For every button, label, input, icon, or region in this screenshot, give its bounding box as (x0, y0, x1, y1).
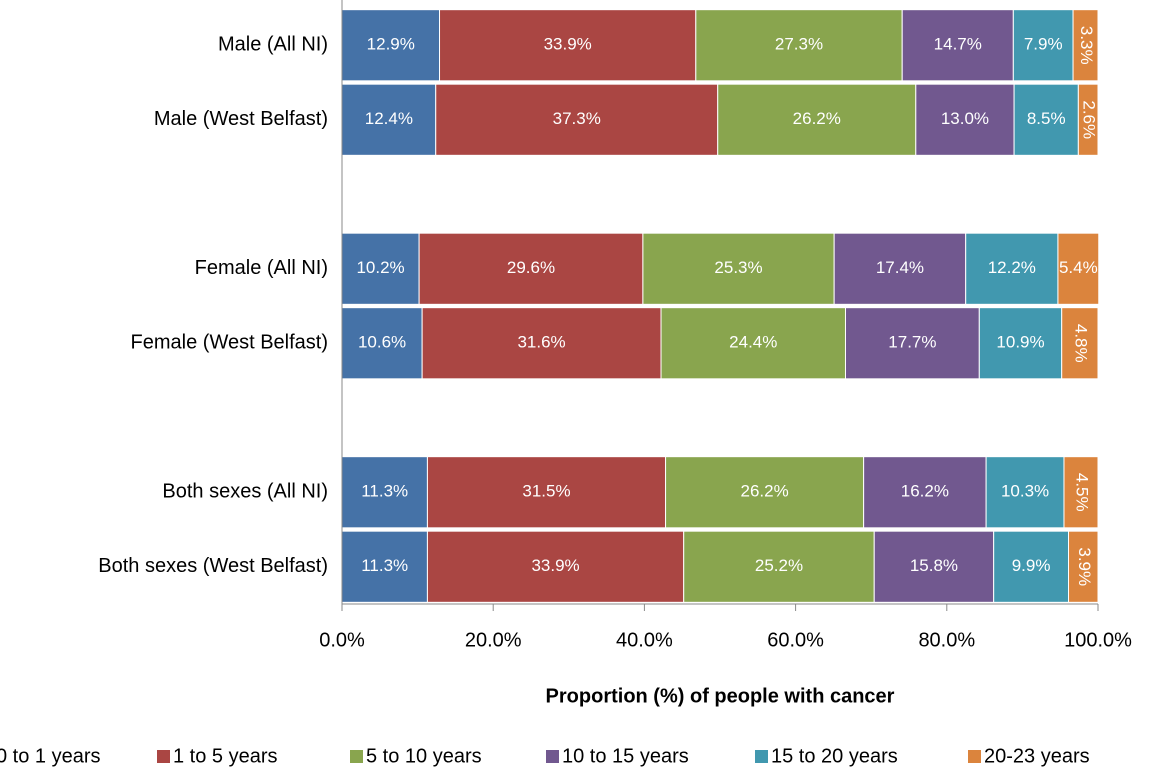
x-axis-title: Proportion (%) of people with cancer (546, 685, 895, 707)
data-label: 25.3% (714, 258, 762, 277)
legend-swatch (755, 750, 768, 763)
bar-segment (341, 232, 420, 305)
bar-segment (695, 9, 903, 82)
y-tick-label: Male (West Belfast) (154, 108, 328, 130)
bar-segment (1068, 530, 1099, 603)
bar-segment (873, 530, 995, 603)
bar-segment (833, 232, 967, 305)
data-label: 37.3% (553, 109, 601, 128)
bar-segment (642, 232, 835, 305)
y-tick-label: Both sexes (West Belfast) (98, 555, 328, 577)
bar-segment (1057, 232, 1100, 305)
data-label: 17.4% (876, 258, 924, 277)
data-label: 7.9% (1024, 35, 1063, 54)
bar-segment (341, 530, 428, 603)
data-label: 3.3% (1077, 26, 1096, 65)
data-label: 26.2% (793, 109, 841, 128)
data-label: 15.8% (910, 556, 958, 575)
data-label: 12.2% (988, 258, 1036, 277)
data-label: 33.9% (531, 556, 579, 575)
data-label: 3.9% (1075, 547, 1094, 586)
data-label: 12.9% (367, 35, 415, 54)
bar-segment (421, 307, 662, 380)
data-label: 14.7% (934, 35, 982, 54)
data-label: 9.9% (1012, 556, 1051, 575)
data-label: 27.3% (775, 35, 823, 54)
data-label: 13.0% (941, 109, 989, 128)
data-label: 11.3% (361, 482, 408, 501)
y-tick-label: Female (All NI) (195, 257, 328, 279)
bar-segment (1012, 9, 1074, 82)
bar-segment (1063, 456, 1099, 529)
bar-segment (426, 456, 667, 529)
data-label: 29.6% (507, 258, 555, 277)
bar-segment (660, 307, 846, 380)
x-tick-label: 0.0% (319, 629, 365, 651)
legend-label: 1 to 5 years (173, 745, 278, 767)
data-label: 12.4% (365, 109, 413, 128)
legend-label: 10 to 15 years (562, 745, 689, 767)
bar-segment (341, 9, 441, 82)
bar-segment (341, 456, 428, 529)
data-label: 31.6% (517, 333, 565, 352)
x-tick-label: 100.0% (1064, 629, 1132, 651)
y-tick-label: Female (West Belfast) (131, 332, 328, 354)
bar-segment (1077, 83, 1099, 156)
bar-segment (978, 307, 1063, 380)
data-label: 2.6% (1080, 100, 1099, 139)
bar-segment (717, 83, 917, 156)
data-label: 10.9% (996, 333, 1044, 352)
bar-segment (426, 530, 685, 603)
legend-swatch (546, 750, 559, 763)
bar-segment (965, 232, 1059, 305)
data-label: 25.2% (755, 556, 803, 575)
x-tick-label: 20.0% (465, 629, 522, 651)
bar-segment (341, 307, 423, 380)
bar-segment (665, 456, 865, 529)
legend-swatch (157, 750, 170, 763)
bar-segment (435, 83, 719, 156)
bar-segment (341, 83, 437, 156)
data-label: 5.4% (1059, 258, 1098, 277)
y-tick-label: Male (All NI) (218, 34, 328, 56)
x-tick-label: 60.0% (767, 629, 824, 651)
y-tick-label: Both sexes (All NI) (162, 481, 328, 503)
legend-label: 20-23 years (984, 745, 1090, 767)
data-label: 4.8% (1071, 324, 1090, 363)
legend-swatch (350, 750, 363, 763)
data-label: 10.6% (358, 333, 406, 352)
x-tick-label: 40.0% (616, 629, 673, 651)
legend-swatch (968, 750, 981, 763)
bar-segment (418, 232, 644, 305)
bar-segment (1072, 9, 1099, 82)
data-label: 11.3% (361, 556, 408, 575)
data-label: 4.5% (1073, 473, 1092, 512)
data-label: 31.5% (522, 482, 570, 501)
bar-segment (915, 83, 1015, 156)
data-label: 10.3% (1001, 482, 1049, 501)
legend-label: 5 to 10 years (366, 745, 482, 767)
bar-segment (439, 9, 697, 82)
bar-segment (844, 307, 980, 380)
bar-segment (901, 9, 1014, 82)
data-label: 26.2% (741, 482, 789, 501)
legend-label: 15 to 20 years (771, 745, 898, 767)
data-label: 24.4% (729, 333, 777, 352)
legend-label: 0 to 1 years (0, 745, 101, 767)
x-tick-label: 80.0% (918, 629, 975, 651)
data-label: 16.2% (901, 482, 949, 501)
data-label: 17.7% (888, 333, 936, 352)
bar-segment (1061, 307, 1099, 380)
data-label: 10.2% (356, 258, 404, 277)
data-label: 33.9% (544, 35, 592, 54)
data-label: 8.5% (1027, 109, 1066, 128)
